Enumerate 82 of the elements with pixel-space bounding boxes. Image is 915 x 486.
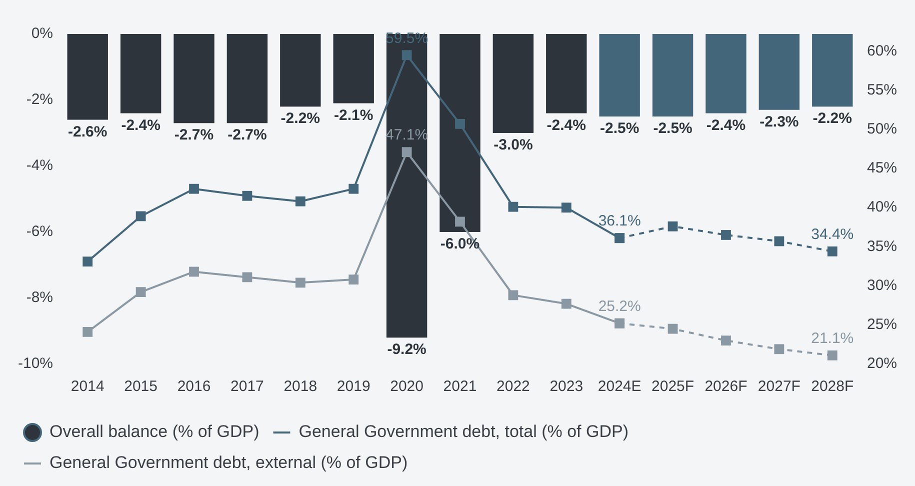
point [402, 147, 412, 158]
point [242, 190, 252, 201]
y-tick-label: 0% [31, 25, 54, 42]
legend-label: Overall balance (% of GDP) [50, 422, 260, 442]
point [668, 324, 678, 334]
point [561, 298, 572, 309]
point [348, 184, 359, 194]
x-tick-label: 2028F [811, 378, 854, 396]
x-tick-label: 2025F [652, 378, 694, 396]
point [721, 230, 731, 240]
point [508, 202, 518, 212]
x-tick-label: 2016 [177, 378, 211, 396]
point [614, 318, 625, 328]
data-label: -2.4% [121, 116, 160, 134]
data-label: -2.1% [334, 106, 374, 124]
point [561, 202, 572, 213]
y2-tick-label: 55% [866, 81, 898, 98]
x-tick-label: 2019 [336, 378, 370, 396]
x-tick-label: 2027F [758, 378, 800, 396]
y-tick-label: -8% [26, 289, 54, 306]
data-label: -9.2% [387, 341, 426, 358]
x-tick-label: 2020 [390, 378, 424, 396]
point [774, 236, 784, 246]
point [189, 184, 199, 194]
y2-tick-label: 20% [866, 355, 898, 372]
y2-tick-label: 35% [866, 238, 898, 255]
x-tick-label: 2014 [70, 378, 104, 396]
data-label: 34.4% [811, 226, 854, 244]
data-label: 21.1% [811, 330, 854, 348]
x-tick-label: 2018 [284, 378, 318, 396]
x-tick-label: 2022 [496, 378, 530, 396]
data-label: -2.2% [280, 110, 320, 128]
data-label: 25.2% [598, 298, 641, 315]
y2-tick-label: 40% [866, 198, 898, 216]
data-label: -3.0% [494, 136, 533, 154]
data-label: -2.7% [174, 126, 214, 144]
point [136, 287, 146, 298]
legend-label: General Government debt, external (% of GDP) [50, 453, 408, 472]
y-tick-label: -2% [26, 91, 54, 108]
x-tick-label: 2023 [550, 378, 584, 396]
point [827, 350, 838, 360]
y2-tick-label: 30% [866, 276, 898, 294]
x-tick-label: 2026F [704, 378, 748, 396]
data-label: -2.7% [228, 126, 267, 144]
point [82, 256, 93, 267]
point [82, 326, 93, 337]
y-tick-label: -4% [26, 157, 54, 174]
point [827, 246, 838, 256]
data-label: -2.6% [68, 123, 108, 140]
y-tick-label: -6% [26, 223, 54, 240]
data-label: -2.2% [812, 110, 852, 128]
y2-tick-label: 60% [866, 42, 898, 60]
point [295, 196, 306, 206]
data-label: -2.4% [546, 116, 586, 134]
y2-tick-label: 50% [866, 120, 898, 138]
data-label: -6.0% [440, 236, 480, 253]
legend-label: General Government debt, total (% of GDP) [298, 422, 629, 442]
x-tick-label: 2017 [230, 378, 264, 396]
point [242, 272, 252, 282]
data-label: -2.3% [760, 114, 799, 131]
point [455, 118, 465, 129]
x-tick-label: 2024E [598, 378, 642, 396]
point [774, 344, 784, 354]
point [348, 274, 359, 284]
point [189, 266, 199, 277]
y2-tick-label: 45% [866, 160, 898, 177]
point [721, 336, 731, 346]
point [402, 50, 412, 60]
x-tick-label: 2015 [124, 378, 158, 396]
point [668, 221, 678, 232]
y-tick-label: -10% [18, 355, 54, 372]
point [295, 278, 306, 288]
point [508, 290, 518, 300]
point [455, 216, 465, 227]
point [614, 233, 625, 244]
data-label: -2.5% [653, 120, 692, 138]
data-label: -2.4% [706, 116, 746, 134]
x-tick-label: 2021 [443, 378, 477, 396]
data-label: -2.5% [600, 120, 640, 138]
data-label: 36.1% [598, 212, 641, 230]
point [136, 211, 146, 222]
y2-tick-label: 25% [866, 316, 898, 334]
